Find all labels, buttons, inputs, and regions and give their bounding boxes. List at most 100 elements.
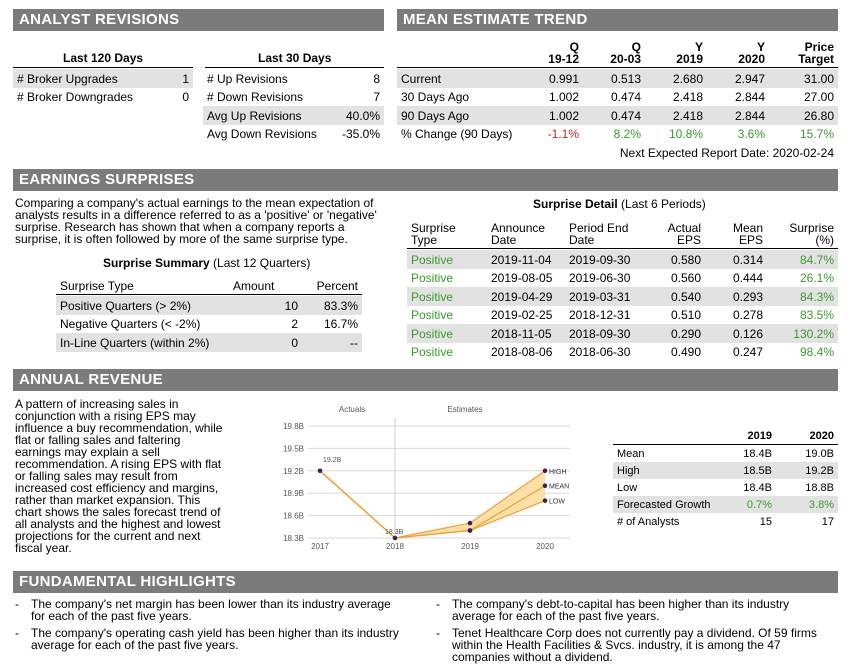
table-row: Positive 2019-08-05 2019-06-30 0.560 0.4… bbox=[407, 269, 838, 287]
text-line: conjunction with a rising EPS may bbox=[15, 409, 196, 423]
table-row: Current 0.991 0.513 2.680 2.947 31.00 bbox=[397, 69, 838, 88]
cell: 2.680 bbox=[672, 71, 703, 86]
divider bbox=[397, 67, 838, 68]
surprise-summary-body: Positive Quarters (> 2%) 10 83.3% Negati… bbox=[56, 296, 362, 352]
table-row: Low 18.4B 18.8B bbox=[613, 479, 838, 496]
row-label: Avg Up Revisions bbox=[207, 108, 302, 123]
text-line: for each of the past five years. bbox=[31, 609, 192, 623]
cell: 0.247 bbox=[732, 345, 763, 359]
text-line: recommendation. A rising EPS with flat bbox=[15, 457, 222, 471]
x-tick-label: 2017 bbox=[311, 542, 329, 551]
mean-estimate-header: MEAN ESTIMATE TREND bbox=[397, 9, 838, 31]
col-header: Q 20-03 bbox=[610, 40, 641, 66]
cell: 0.991 bbox=[548, 71, 579, 86]
cell: 0.474 bbox=[610, 108, 641, 123]
cell: Positive bbox=[411, 271, 454, 285]
divider bbox=[56, 294, 362, 295]
row-label: Current bbox=[401, 71, 442, 86]
row-label: 90 Days Ago bbox=[401, 108, 470, 123]
estimate-point bbox=[467, 520, 473, 526]
table-row: Positive 2019-11-04 2019-09-30 0.580 0.3… bbox=[407, 250, 838, 269]
cell: -- bbox=[350, 335, 358, 350]
text-line: chart shows the sales forecast trend of bbox=[15, 505, 221, 519]
cell: 1.002 bbox=[548, 108, 579, 123]
cell: 0.510 bbox=[670, 308, 701, 322]
text-line: fiscal year. bbox=[15, 541, 72, 555]
actual-point bbox=[392, 535, 398, 541]
actual-point bbox=[317, 468, 323, 474]
table-header-row: 2019 2020 bbox=[613, 428, 838, 444]
surprise-summary-title: Surprise Summary (Last 12 Quarters) bbox=[103, 256, 310, 270]
cell: 0.7% bbox=[746, 498, 772, 511]
bullet-text: The company's debt-to-capital has been h… bbox=[452, 598, 789, 622]
cell: 2019-06-30 bbox=[569, 271, 631, 285]
text-line: average for each of the past five years. bbox=[31, 638, 239, 652]
divider bbox=[613, 444, 838, 445]
row-label: 30 Days Ago bbox=[401, 90, 470, 104]
cell: 2018-06-30 bbox=[569, 345, 631, 359]
title-bold: Surprise Summary bbox=[103, 256, 210, 270]
cell: 8.2% bbox=[613, 127, 641, 141]
table-row: Mean 18.4B 19.0B bbox=[613, 445, 838, 462]
estimate-point bbox=[542, 498, 548, 503]
row-label: Low bbox=[617, 481, 638, 494]
cell: 2018-09-30 bbox=[569, 326, 631, 341]
cell: 98.4% bbox=[799, 345, 834, 359]
table-header-row: Surprise Type Amount Percent bbox=[56, 278, 362, 293]
cell: 2.418 bbox=[672, 90, 703, 104]
cell: 0.314 bbox=[732, 252, 763, 267]
earnings-surprises-header: EARNINGS SURPRISES bbox=[13, 169, 838, 191]
row-value: 1 bbox=[182, 71, 189, 86]
y-tick-label: 18.3B bbox=[283, 534, 304, 543]
cell: 10.8% bbox=[668, 127, 703, 141]
bullet-text: The company's net margin has been lower … bbox=[31, 598, 391, 622]
estimate-range-band bbox=[395, 470, 545, 538]
cell: 2 bbox=[291, 317, 298, 331]
next-report-date: Next Expected Report Date: 2020-02-24 bbox=[619, 146, 834, 160]
table-row: Forecasted Growth 0.7% 3.8% bbox=[613, 496, 838, 513]
text-line: surprise, it is often followed by more o… bbox=[15, 232, 348, 246]
row-label: Forecasted Growth bbox=[617, 498, 711, 511]
col-header: Announce Date bbox=[491, 221, 546, 247]
cell: Positive bbox=[411, 345, 454, 359]
actuals-line bbox=[319, 470, 396, 539]
text-line: The company's operating cash yield has b… bbox=[31, 626, 399, 640]
bullet-text: Tenet Healthcare Corp does not currently… bbox=[452, 627, 817, 663]
divider bbox=[13, 67, 193, 68]
surprise-detail-title: Surprise Detail (Last 6 Periods) bbox=[533, 197, 706, 211]
fundamental-highlights-header: FUNDAMENTAL HIGHLIGHTS bbox=[13, 571, 838, 593]
row-value: -35.0% bbox=[341, 127, 380, 141]
blank-header bbox=[613, 428, 726, 444]
text-line: within the Health Facilities & Svcs. ind… bbox=[452, 638, 781, 652]
cell: 19.0B bbox=[805, 447, 834, 460]
cell: 2.844 bbox=[734, 108, 765, 123]
cell: Positive bbox=[411, 308, 454, 322]
y-tick-label: 19.2B bbox=[283, 467, 304, 476]
cell: 83.5% bbox=[799, 308, 834, 322]
cell: 2018-12-31 bbox=[569, 308, 631, 322]
table-row: High 18.5B 19.2B bbox=[613, 462, 838, 479]
estimate-point bbox=[542, 483, 548, 489]
surprise-detail-header: Surprise Type Announce Date Period End Date… bbox=[407, 221, 838, 247]
cell: 130.2% bbox=[793, 326, 834, 341]
cell: 26.1% bbox=[799, 271, 834, 285]
cell: 0.444 bbox=[732, 271, 763, 285]
col-header: 2020 bbox=[809, 430, 834, 442]
row-label: Avg Down Revisions bbox=[207, 127, 317, 141]
cell: 0.293 bbox=[732, 289, 763, 304]
cell: 3.6% bbox=[737, 127, 765, 141]
text-line: rather than market expansion. This bbox=[15, 493, 201, 507]
text-line: surprise. Research has shown that when a… bbox=[15, 220, 345, 234]
cell: -1.1% bbox=[547, 127, 579, 141]
divider bbox=[205, 67, 384, 68]
estimate-point bbox=[542, 468, 548, 474]
table-row: % Change (90 Days) -1.1% 8.2% 10.8% 3.6%… bbox=[397, 125, 838, 143]
col-header: Actual EPS bbox=[667, 221, 701, 247]
surprise-detail-table: Positive 2019-11-04 2019-09-30 0.580 0.3… bbox=[407, 250, 838, 361]
revenue-table: 2019 2020 bbox=[613, 428, 838, 444]
y-tick-label: 19.5B bbox=[283, 444, 304, 453]
col-header: Q 19-12 bbox=[548, 40, 579, 66]
x-tick-label: 2019 bbox=[461, 542, 479, 551]
row-label: # of Analysts bbox=[617, 515, 680, 528]
last-120-days-header: Last 120 Days bbox=[63, 51, 144, 65]
